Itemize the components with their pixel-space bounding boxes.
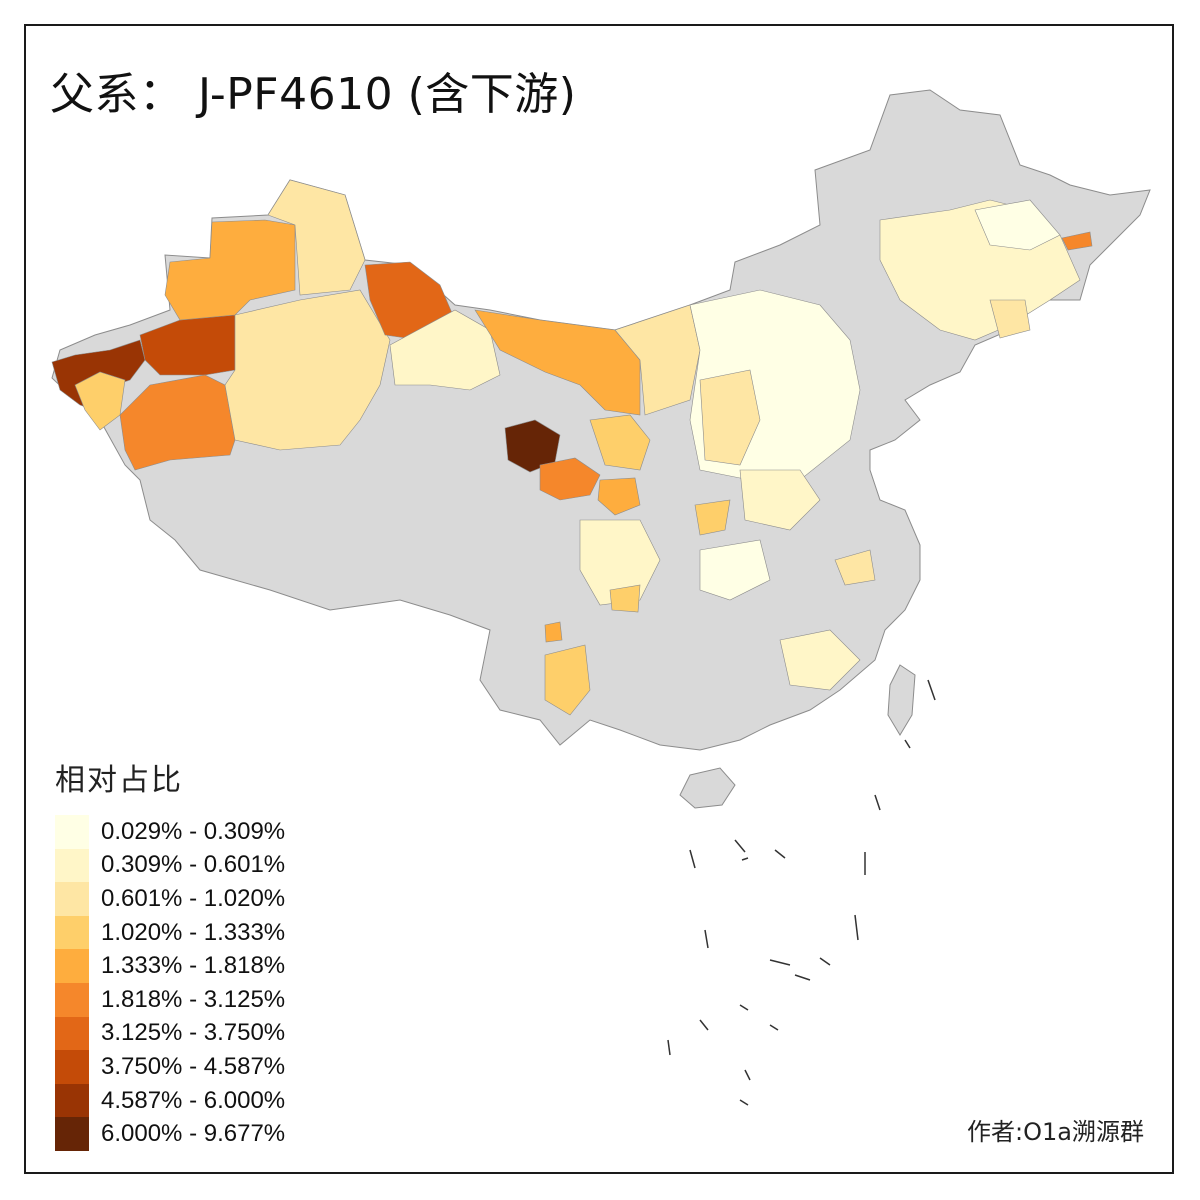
legend-item: 0.029% - 0.309% xyxy=(55,815,285,849)
legend-swatch xyxy=(55,1016,89,1051)
legend-label: 3.750% - 4.587% xyxy=(101,1052,286,1080)
legend-label: 1.333% - 1.818% xyxy=(101,952,286,980)
region-liaoning xyxy=(989,299,1031,339)
region-shanxi xyxy=(699,369,761,466)
island-mark-6 xyxy=(704,929,709,949)
region-qinghai-east xyxy=(539,457,601,501)
island-mark-9 xyxy=(667,1039,671,1056)
data-regions xyxy=(51,179,1093,716)
region-ningxia xyxy=(589,414,651,471)
legend-swatch xyxy=(55,1117,89,1151)
region-south-xinjiang xyxy=(119,374,236,471)
legend-label: 0.601% - 1.020% xyxy=(101,884,286,912)
legend-swatch xyxy=(55,882,89,916)
legend-item: 6.000% - 9.677% xyxy=(55,1117,285,1151)
island-mark-5 xyxy=(874,794,881,811)
island-mark-3 xyxy=(774,849,786,859)
region-east-coast xyxy=(834,549,876,586)
legend-item: 0.309% - 0.601% xyxy=(55,848,286,883)
author-credit: 作者:O1a溯源群 xyxy=(967,1118,1144,1146)
region-sichuan-spot xyxy=(609,584,641,613)
island-mark-7 xyxy=(769,957,831,981)
legend-swatch xyxy=(55,982,89,1017)
legend-swatch xyxy=(55,915,89,950)
hainan-island xyxy=(679,767,736,809)
map-title: 父系： J-PF4610 (含下游) xyxy=(50,69,577,120)
legend-item: 3.750% - 4.587% xyxy=(55,1050,285,1084)
legend-item: 1.818% - 3.125% xyxy=(55,982,286,1017)
island-mark-2 xyxy=(734,839,749,861)
legend-swatch xyxy=(55,1083,89,1118)
legend-item: 0.601% - 1.020% xyxy=(55,882,285,916)
region-south-west-strip xyxy=(74,371,126,431)
island-mark-8 xyxy=(699,1004,779,1031)
legend-label: 0.309% - 0.601% xyxy=(101,851,286,879)
legend-title: 相对占比 xyxy=(55,763,183,798)
taiwan-island xyxy=(887,664,916,736)
legend-label: 1.020% - 1.333% xyxy=(101,918,286,946)
legend-label: 0.029% - 0.309% xyxy=(101,817,286,845)
legend-label: 1.818% - 3.125% xyxy=(101,985,286,1013)
legend-swatch xyxy=(55,1050,89,1084)
region-hubei xyxy=(699,539,771,601)
legend-swatch xyxy=(55,848,89,883)
legend-label: 4.587% - 6.000% xyxy=(101,1086,286,1114)
region-north-xinjiang xyxy=(267,179,366,296)
legend-label: 3.125% - 3.750% xyxy=(101,1019,286,1047)
region-yunnan-spot xyxy=(544,621,563,643)
island-mark-11 xyxy=(854,914,859,941)
legend-swatch xyxy=(55,949,89,983)
region-inner-mongolia-west xyxy=(474,309,641,416)
region-gansu-east xyxy=(597,477,641,516)
legend: 相对占比 0.029% - 0.309% 0.309% - 0.601% 0.6… xyxy=(55,755,285,1151)
region-central-south xyxy=(579,519,661,606)
island-mark-1 xyxy=(689,849,696,869)
taiwan-coast-line xyxy=(927,679,936,701)
coast-line-2 xyxy=(904,739,911,749)
region-south-east xyxy=(779,629,861,691)
legend-item: 1.020% - 1.333% xyxy=(55,915,286,950)
legend-swatch xyxy=(55,815,89,849)
legend-item: 4.587% - 6.000% xyxy=(55,1083,286,1118)
legend-items: 0.029% - 0.309% 0.309% - 0.601% 0.601% -… xyxy=(55,815,285,1151)
region-jilin xyxy=(974,199,1061,251)
island-mark-10 xyxy=(739,1069,751,1106)
legend-item: 1.333% - 1.818% xyxy=(55,949,285,983)
region-henan xyxy=(739,469,821,531)
region-harbin-spot xyxy=(1061,231,1093,251)
region-shaanxi-south xyxy=(694,499,731,536)
region-gansu-corridor xyxy=(389,309,501,391)
south-china-sea-islands xyxy=(667,679,936,1106)
legend-item: 3.125% - 3.750% xyxy=(55,1016,286,1051)
region-yunnan xyxy=(544,644,591,716)
legend-label: 6.000% - 9.677% xyxy=(101,1120,286,1148)
region-west-xinjiang-upper xyxy=(164,219,296,321)
region-central-xinjiang xyxy=(224,289,391,451)
